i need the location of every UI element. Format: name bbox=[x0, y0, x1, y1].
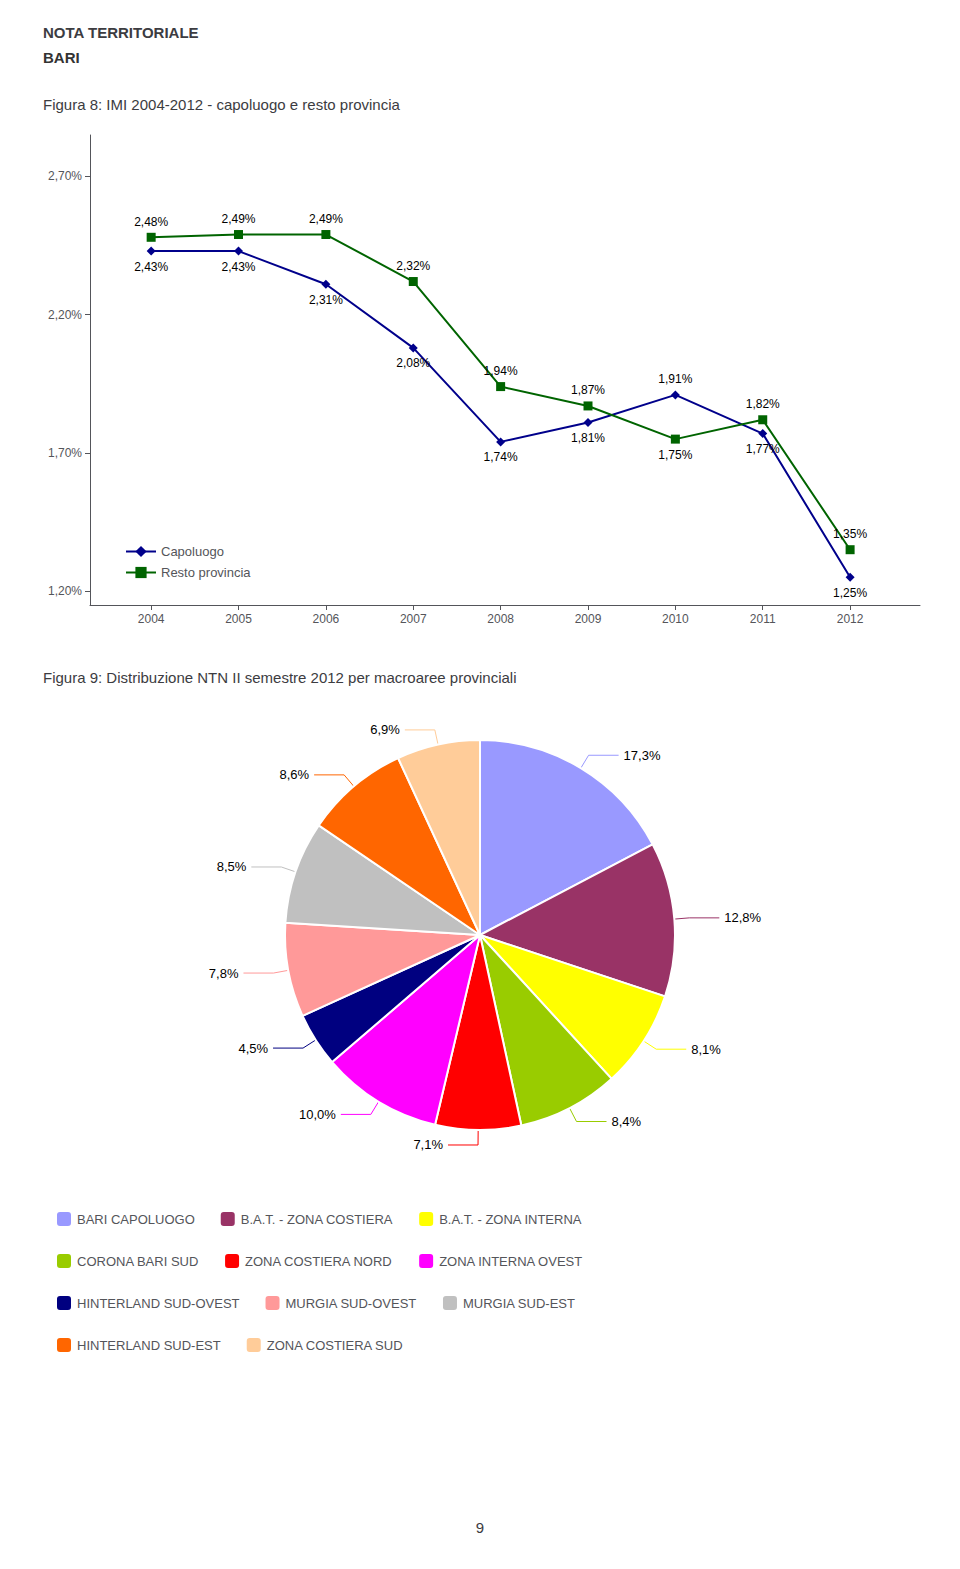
svg-text:CORONA BARI SUD: CORONA BARI SUD bbox=[77, 1254, 198, 1269]
svg-text:Figura 8: IMI 2004-2012 - capo: Figura 8: IMI 2004-2012 - capoluogo e re… bbox=[43, 96, 401, 113]
svg-text:8,5%: 8,5% bbox=[217, 859, 247, 874]
svg-text:1,91%: 1,91% bbox=[658, 372, 692, 386]
svg-text:NOTA TERRITORIALE: NOTA TERRITORIALE bbox=[43, 24, 199, 41]
svg-text:1,74%: 1,74% bbox=[484, 450, 518, 464]
svg-text:Figura 9: Distribuzione NTN II: Figura 9: Distribuzione NTN II semestre … bbox=[43, 669, 517, 686]
svg-text:ZONA INTERNA OVEST: ZONA INTERNA OVEST bbox=[439, 1254, 582, 1269]
svg-text:2006: 2006 bbox=[313, 612, 340, 626]
svg-text:6,9%: 6,9% bbox=[370, 722, 400, 737]
svg-text:2,08%: 2,08% bbox=[396, 356, 430, 370]
svg-text:17,3%: 17,3% bbox=[624, 748, 661, 763]
svg-text:2,70%: 2,70% bbox=[48, 169, 82, 183]
svg-text:BARI CAPOLUOGO: BARI CAPOLUOGO bbox=[77, 1212, 195, 1227]
svg-text:8,1%: 8,1% bbox=[691, 1042, 721, 1057]
svg-text:2,43%: 2,43% bbox=[222, 260, 256, 274]
svg-text:ZONA COSTIERA NORD: ZONA COSTIERA NORD bbox=[245, 1254, 392, 1269]
svg-text:ZONA COSTIERA SUD: ZONA COSTIERA SUD bbox=[267, 1338, 403, 1353]
svg-text:12,8%: 12,8% bbox=[724, 910, 761, 925]
svg-text:B.A.T. - ZONA COSTIERA: B.A.T. - ZONA COSTIERA bbox=[241, 1212, 393, 1227]
svg-text:1,87%: 1,87% bbox=[571, 383, 605, 397]
svg-text:1,81%: 1,81% bbox=[571, 431, 605, 445]
svg-text:2010: 2010 bbox=[662, 612, 689, 626]
svg-text:2,43%: 2,43% bbox=[134, 260, 168, 274]
svg-text:9: 9 bbox=[476, 1519, 484, 1536]
svg-text:2,48%: 2,48% bbox=[134, 215, 168, 229]
svg-text:1,94%: 1,94% bbox=[484, 364, 518, 378]
svg-text:1,82%: 1,82% bbox=[746, 397, 780, 411]
svg-text:2,20%: 2,20% bbox=[48, 308, 82, 322]
svg-text:2005: 2005 bbox=[225, 612, 252, 626]
svg-text:2008: 2008 bbox=[487, 612, 514, 626]
svg-text:2012: 2012 bbox=[837, 612, 864, 626]
svg-text:1,25%: 1,25% bbox=[833, 586, 867, 600]
svg-text:2,32%: 2,32% bbox=[396, 259, 430, 273]
svg-text:MURGIA SUD-OVEST: MURGIA SUD-OVEST bbox=[286, 1296, 417, 1311]
svg-text:1,75%: 1,75% bbox=[658, 448, 692, 462]
svg-text:7,1%: 7,1% bbox=[413, 1137, 443, 1152]
svg-text:BARI: BARI bbox=[43, 49, 80, 66]
svg-text:2004: 2004 bbox=[138, 612, 165, 626]
svg-text:8,4%: 8,4% bbox=[612, 1114, 642, 1129]
svg-text:MURGIA SUD-EST: MURGIA SUD-EST bbox=[463, 1296, 575, 1311]
svg-text:2,49%: 2,49% bbox=[309, 212, 343, 226]
svg-text:Resto provincia: Resto provincia bbox=[161, 565, 251, 580]
svg-text:1,70%: 1,70% bbox=[48, 446, 82, 460]
svg-text:B.A.T. - ZONA INTERNA: B.A.T. - ZONA INTERNA bbox=[439, 1212, 582, 1227]
svg-text:2011: 2011 bbox=[750, 612, 776, 626]
svg-text:2007: 2007 bbox=[400, 612, 427, 626]
svg-text:10,0%: 10,0% bbox=[299, 1107, 336, 1122]
svg-text:2,31%: 2,31% bbox=[309, 293, 343, 307]
svg-text:7,8%: 7,8% bbox=[209, 966, 239, 981]
svg-text:HINTERLAND SUD-OVEST: HINTERLAND SUD-OVEST bbox=[77, 1296, 240, 1311]
svg-text:1,77%: 1,77% bbox=[746, 442, 780, 456]
svg-text:4,5%: 4,5% bbox=[238, 1041, 268, 1056]
svg-text:Capoluogo: Capoluogo bbox=[161, 544, 224, 559]
svg-text:1,20%: 1,20% bbox=[48, 584, 82, 598]
svg-text:2,49%: 2,49% bbox=[222, 212, 256, 226]
svg-text:2009: 2009 bbox=[575, 612, 602, 626]
svg-text:HINTERLAND SUD-EST: HINTERLAND SUD-EST bbox=[77, 1338, 221, 1353]
svg-text:8,6%: 8,6% bbox=[279, 767, 309, 782]
svg-text:1,35%: 1,35% bbox=[833, 527, 867, 541]
